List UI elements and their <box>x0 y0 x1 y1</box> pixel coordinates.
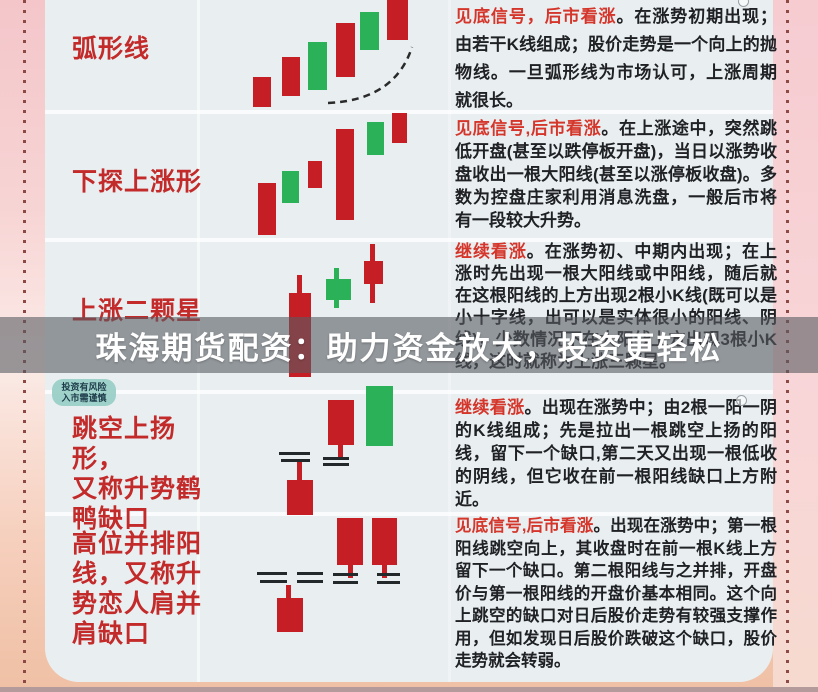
pattern-label-dip-rise: 下探上涨形 <box>72 168 203 196</box>
desc-text: 。在上涨途中，突然跳低开盘(甚至以跌停板开盘)，当日以涨势收盘收出一根大阳线(甚… <box>455 119 777 230</box>
desc-text: 。在涨势初期出现；由若干K线组成；股价走势是一个向上的抛物线。一旦弧形线为市场认… <box>455 7 778 110</box>
signal-label: 见底信号,后市看涨 <box>455 119 602 138</box>
signal-label: 继续看涨 <box>455 398 525 417</box>
footnote-circle-icon <box>736 395 747 406</box>
pattern-desc-dip-rise: 见底信号,后市看涨。在上涨途中，突然跳低开盘(甚至以跌停板开盘)，当日以涨势收盘… <box>455 117 777 232</box>
pattern-label-arc-line: 弧形线 <box>72 35 151 63</box>
pattern-desc-arc-line: 见底信号，后市看涨。在涨势初期出现；由若干K线组成；股价走势是一个向上的抛物线。… <box>455 3 777 115</box>
pattern-desc-gap-up: 继续看涨。出现在涨势中；由2根一阳一阴的K线组成；先是拉出一根跳空上扬的阳线，留… <box>455 396 777 511</box>
footnote-circle-icon <box>738 0 749 7</box>
risk-disclaimer-badge: 投资有风险 入市需谨慎 <box>52 379 116 406</box>
desc-text: 。出现在涨势中；第一根阳线跳空向上，其收盘时在前一根K线上方留下一个缺口。第二根… <box>455 517 777 670</box>
watermark-text: 珠海期货配资：助力资金放大，投资更轻松 <box>95 330 723 366</box>
row-divider <box>45 512 773 516</box>
signal-label: 见底信号,后市看涨 <box>455 517 594 535</box>
signal-label: 见底信号，后市看涨 <box>455 7 617 26</box>
row-divider <box>45 110 773 114</box>
desc-text: 。出现在涨势中；由2根一阳一阴的K线组成；先是拉出一根跳空上扬的阳线，留下一个缺… <box>455 398 777 509</box>
pattern-desc-parallel-yang: 见底信号,后市看涨。出现在涨势中；第一根阳线跳空向上，其收盘时在前一根K线上方留… <box>455 515 777 673</box>
row-divider <box>45 238 773 242</box>
signal-label: 继续看涨 <box>455 242 527 261</box>
bottom-strip <box>0 687 818 692</box>
row-divider <box>45 390 773 394</box>
pattern-label-parallel-yang: 高位并排阳 线，又称升 势恋人肩并 肩缺口 <box>72 530 203 648</box>
pattern-label-gap-up: 跳空上扬形， 又称升势鹤 鸭缺口 <box>72 415 203 533</box>
watermark-band: 珠海期货配资：助力资金放大，投资更轻松 <box>0 317 818 373</box>
